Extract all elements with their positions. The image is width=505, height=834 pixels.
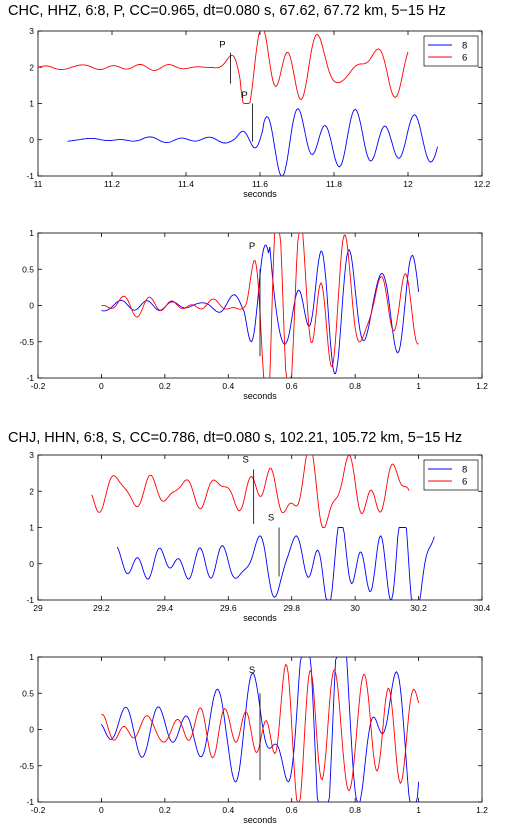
x-tick-label: 0 — [99, 805, 104, 815]
y-tick-label: 1 — [29, 652, 34, 662]
x-tick-label: -0.2 — [31, 805, 46, 815]
y-tick-label: 2 — [29, 486, 34, 496]
x-tick-label: 29.8 — [283, 603, 300, 613]
x-tick-label: 0.8 — [349, 805, 361, 815]
x-tick-label: 1 — [416, 805, 421, 815]
x-tick-label: 11 — [34, 179, 43, 189]
legend: 86 — [423, 459, 479, 491]
y-tick-label: -0.5 — [19, 761, 34, 771]
pick-label: P — [219, 39, 225, 50]
x-tick-label: 11.4 — [178, 179, 194, 189]
x-axis-label: seconds — [243, 613, 277, 623]
x-tick-label: 29.6 — [220, 603, 237, 613]
x-tick-label: 0.4 — [222, 805, 234, 815]
y-tick-label: 1 — [29, 99, 34, 109]
x-tick-label: 29.2 — [93, 603, 110, 613]
legend-box — [423, 459, 479, 491]
x-tick-label: 30 — [350, 603, 360, 613]
x-axis-label: seconds — [243, 391, 277, 401]
y-tick-label: -1 — [26, 171, 34, 181]
y-tick-label: 1 — [29, 523, 34, 533]
chart-panel-4: -0.2 0 0.2 0.4 0.6 0.8 1 1.2 -1 -0.5 0 0.5 1 seconds S — [19, 652, 488, 825]
y-tick-label: -0.5 — [19, 337, 34, 347]
x-tick-label: 11.2 — [104, 179, 120, 189]
y-tick-label: 0.5 — [22, 264, 34, 274]
x-tick-label: 11.6 — [252, 179, 268, 189]
x-tick-label: 11.8 — [326, 179, 342, 189]
x-tick-label: 0.4 — [222, 381, 234, 391]
x-tick-label: 30.4 — [474, 603, 491, 613]
chart-panel-3: 29 29.2 29.4 29.6 29.8 30 30.2 30.4 -1 0 1 2 3 second… — [26, 450, 490, 623]
chart-panel-1: 11 11.2 11.4 11.6 11.8 12 12.2-10123secondsPP8… — [26, 26, 490, 199]
y-tick-label: 1 — [29, 228, 34, 238]
x-tick-label: 0.6 — [286, 381, 298, 391]
trace-8-line — [67, 108, 439, 176]
trace-8-line — [116, 527, 435, 600]
y-tick-label: 0 — [29, 301, 34, 311]
x-tick-label: 12.2 — [474, 179, 491, 189]
y-tick-label: 3 — [29, 26, 34, 36]
x-tick-label: 0.8 — [349, 381, 361, 391]
plot-frame — [37, 30, 483, 177]
chart-title-chj: CHJ, HHN, 6:8, S, CC=0.786, dt=0.080 s, … — [8, 430, 463, 446]
x-tick-label: 12 — [403, 179, 413, 189]
y-tick-label: -1 — [26, 797, 34, 807]
x-tick-label: 0.2 — [159, 805, 171, 815]
y-tick-label: -1 — [26, 595, 34, 605]
x-axis-label: seconds — [243, 815, 277, 825]
trace-6-line — [38, 31, 409, 104]
x-tick-label: 1 — [416, 381, 421, 391]
x-tick-label: -0.2 — [31, 381, 46, 391]
legend-entry-8: 8 — [462, 41, 467, 52]
pick-label: S — [268, 512, 274, 523]
x-tick-label: 29.4 — [157, 603, 174, 613]
y-tick-label: 0 — [29, 725, 34, 735]
x-tick-label: 29 — [33, 603, 43, 613]
pick-label: S — [242, 454, 248, 465]
legend: 86 — [423, 35, 479, 67]
chart-panel-2: -0.2 0 0.2 0.4 0.6 0.8 1 1.2 -1 -0.5 0 0.5 1 seconds P — [19, 228, 488, 401]
y-tick-label: 0 — [29, 559, 34, 569]
y-tick-label: 0 — [29, 135, 34, 145]
x-tick-label: 0.2 — [159, 381, 171, 391]
pick-label: S — [249, 665, 255, 676]
y-tick-label: -1 — [26, 373, 34, 383]
x-tick-label: 30.2 — [410, 603, 427, 613]
pick-label: P — [249, 241, 255, 252]
x-axis-label: seconds — [243, 189, 277, 199]
legend-entry-8: 8 — [462, 465, 467, 476]
x-tick-label: 1.2 — [476, 381, 488, 391]
chart-title-chc: CHC, HHZ, 6:8, P, CC=0.965, dt=0.080 s, … — [8, 3, 446, 19]
legend-box — [423, 35, 479, 67]
legend-entry-6: 6 — [462, 53, 467, 64]
legend-entry-6: 6 — [462, 477, 467, 488]
x-tick-label: 1.2 — [476, 805, 488, 815]
x-tick-label: 0 — [99, 381, 104, 391]
plot-frame — [37, 454, 483, 601]
y-tick-label: 0.5 — [22, 688, 34, 698]
x-tick-label: 0.6 — [286, 805, 298, 815]
y-tick-label: 2 — [29, 62, 34, 72]
y-tick-label: 3 — [29, 450, 34, 460]
trace-6-line — [91, 455, 410, 528]
pick-label: P — [241, 90, 247, 101]
